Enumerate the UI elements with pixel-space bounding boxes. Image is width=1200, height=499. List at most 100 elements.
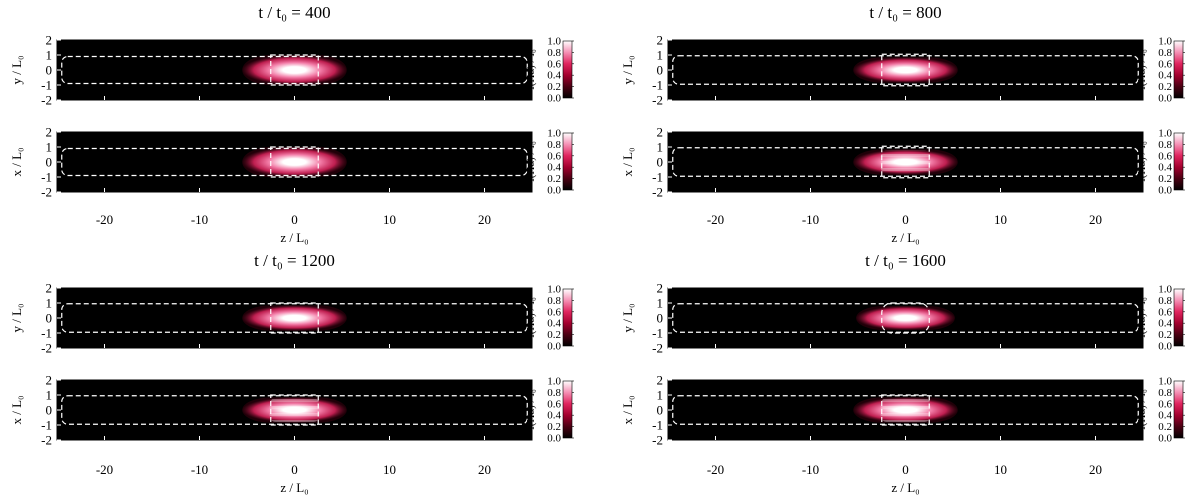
colorbar: 0.00.20.40.60.81.0 I(Hα) / I₀ [525, 128, 574, 197]
colorbar-tick-label: 0.6 [547, 398, 561, 410]
colorbar-tick-label: 0.6 [547, 150, 561, 162]
colorbar-tick-label: 0.2 [547, 421, 561, 433]
y-tick-label: 1 [657, 296, 664, 311]
x-tick-label: 10 [383, 462, 396, 477]
x-tick-label: -10 [191, 462, 208, 477]
inner-contour [270, 394, 319, 426]
colorbar: 0.00.20.40.60.81.0 I(Hα) / I₀ [1136, 36, 1185, 105]
y-tick-label: 2 [46, 33, 53, 48]
inner-contour [270, 54, 319, 86]
colorbar-label: I(Hα) / I₀ [525, 297, 537, 338]
colorbar-tick-label: 0.8 [547, 387, 561, 399]
y-tick-label: 1 [657, 388, 664, 403]
x-tick-label: 20 [1089, 462, 1102, 477]
y-tick-label: 2 [46, 125, 53, 140]
colorbar-tick-label: 0.6 [1158, 398, 1172, 410]
x-tick-label: 0 [902, 212, 909, 227]
y-tick-label: -2 [41, 433, 52, 448]
emission-blob [242, 55, 347, 85]
inner-contour [881, 302, 930, 334]
colorbar-tick-label: 0.0 [547, 433, 561, 445]
emission-striations [269, 398, 320, 422]
x-tick-label: 0 [902, 462, 909, 477]
colorbar-tick-label: 1.0 [547, 284, 561, 296]
x-tick-label: 20 [1089, 212, 1102, 227]
y-tick-label: 0 [46, 63, 53, 78]
subfigure-title: t / t₀ = 800 [869, 3, 941, 22]
inner-contour [270, 146, 319, 178]
x-tick-label: 20 [478, 212, 491, 227]
colorbar-label: I(Hα) / I₀ [1136, 297, 1148, 338]
colorbar-label: I(Hα) / I₀ [1136, 141, 1148, 182]
colorbar-gradient [562, 380, 573, 439]
colorbar-tick-label: 0.0 [1158, 341, 1172, 353]
y-axis-label: x / L₀ [620, 147, 635, 176]
y-axis-label: x / L₀ [620, 395, 635, 424]
x-tick-label: 0 [291, 212, 298, 227]
y-tick-label: -1 [41, 78, 52, 93]
colorbar-tick-label: 0.6 [1158, 58, 1172, 70]
colorbar-tick-label: 0.8 [1158, 47, 1172, 59]
colorbar-tick-label: 0.4 [1158, 318, 1172, 330]
colorbar-label: I(Hα) / I₀ [525, 49, 537, 90]
outer-contour [672, 395, 1139, 425]
emission-striations [880, 150, 931, 174]
colorbar-gradient [562, 132, 573, 191]
colorbar-gradient [562, 40, 573, 99]
colorbar-tick-label: 1.0 [547, 376, 561, 388]
y-tick-label: -1 [41, 170, 52, 185]
colorbar-tick-label: 0.0 [547, 93, 561, 105]
y-tick-label: 0 [46, 155, 53, 170]
x-tick-label: 10 [994, 212, 1007, 227]
y-tick-label: 2 [657, 373, 664, 388]
colorbar-gradient [1173, 380, 1184, 439]
x-tick-label: -20 [96, 462, 113, 477]
y-tick-label: -2 [652, 93, 663, 108]
outer-contour [61, 147, 528, 177]
colorbar-tick-label: 0.2 [1158, 81, 1172, 93]
y-tick-label: 0 [657, 311, 664, 326]
y-tick-label: 1 [46, 140, 53, 155]
y-axis-label: x / L₀ [9, 147, 24, 176]
colorbar: 0.00.20.40.60.81.0 I(Hα) / I₀ [1136, 128, 1185, 197]
y-tick-label: 0 [657, 155, 664, 170]
y-tick-label: -2 [652, 341, 663, 356]
outer-contour [61, 55, 528, 85]
colorbar-tick-label: 0.4 [547, 162, 561, 174]
colorbar-tick-label: 1.0 [547, 36, 561, 48]
y-tick-label: 0 [657, 403, 664, 418]
colorbar-tick-label: 0.2 [547, 329, 561, 341]
colorbar-tick-label: 0.8 [547, 139, 561, 151]
emission-blob [242, 147, 347, 177]
colorbar-tick-label: 0.2 [547, 81, 561, 93]
colorbar-tick-label: 0.4 [547, 410, 561, 422]
y-tick-label: 1 [46, 388, 53, 403]
y-tick-label: -2 [41, 93, 52, 108]
y-axis-label: y / L₀ [9, 303, 24, 332]
inner-contour [270, 302, 319, 334]
outer-contour [672, 303, 1139, 333]
outer-contour [672, 55, 1139, 85]
subfigure-title: t / t₀ = 1200 [254, 251, 335, 270]
colorbar-tick-label: 0.4 [1158, 410, 1172, 422]
outer-contour [672, 147, 1139, 177]
colorbar-tick-label: 0.6 [547, 58, 561, 70]
y-tick-label: -1 [652, 170, 663, 185]
y-tick-label: -2 [652, 433, 663, 448]
x-tick-label: 20 [478, 462, 491, 477]
y-tick-label: 2 [46, 373, 53, 388]
colorbar-tick-label: 0.8 [1158, 387, 1172, 399]
y-tick-label: 2 [657, 125, 664, 140]
y-tick-label: 2 [657, 281, 664, 296]
colorbar-tick-label: 0.4 [1158, 162, 1172, 174]
colorbar-tick-label: 1.0 [1158, 376, 1172, 388]
colorbar-tick-label: 0.0 [547, 185, 561, 197]
y-tick-label: -2 [652, 185, 663, 200]
colorbar-tick-label: 1.0 [1158, 36, 1172, 48]
colorbar-gradient [1173, 132, 1184, 191]
colorbar-tick-label: 0.8 [547, 295, 561, 307]
